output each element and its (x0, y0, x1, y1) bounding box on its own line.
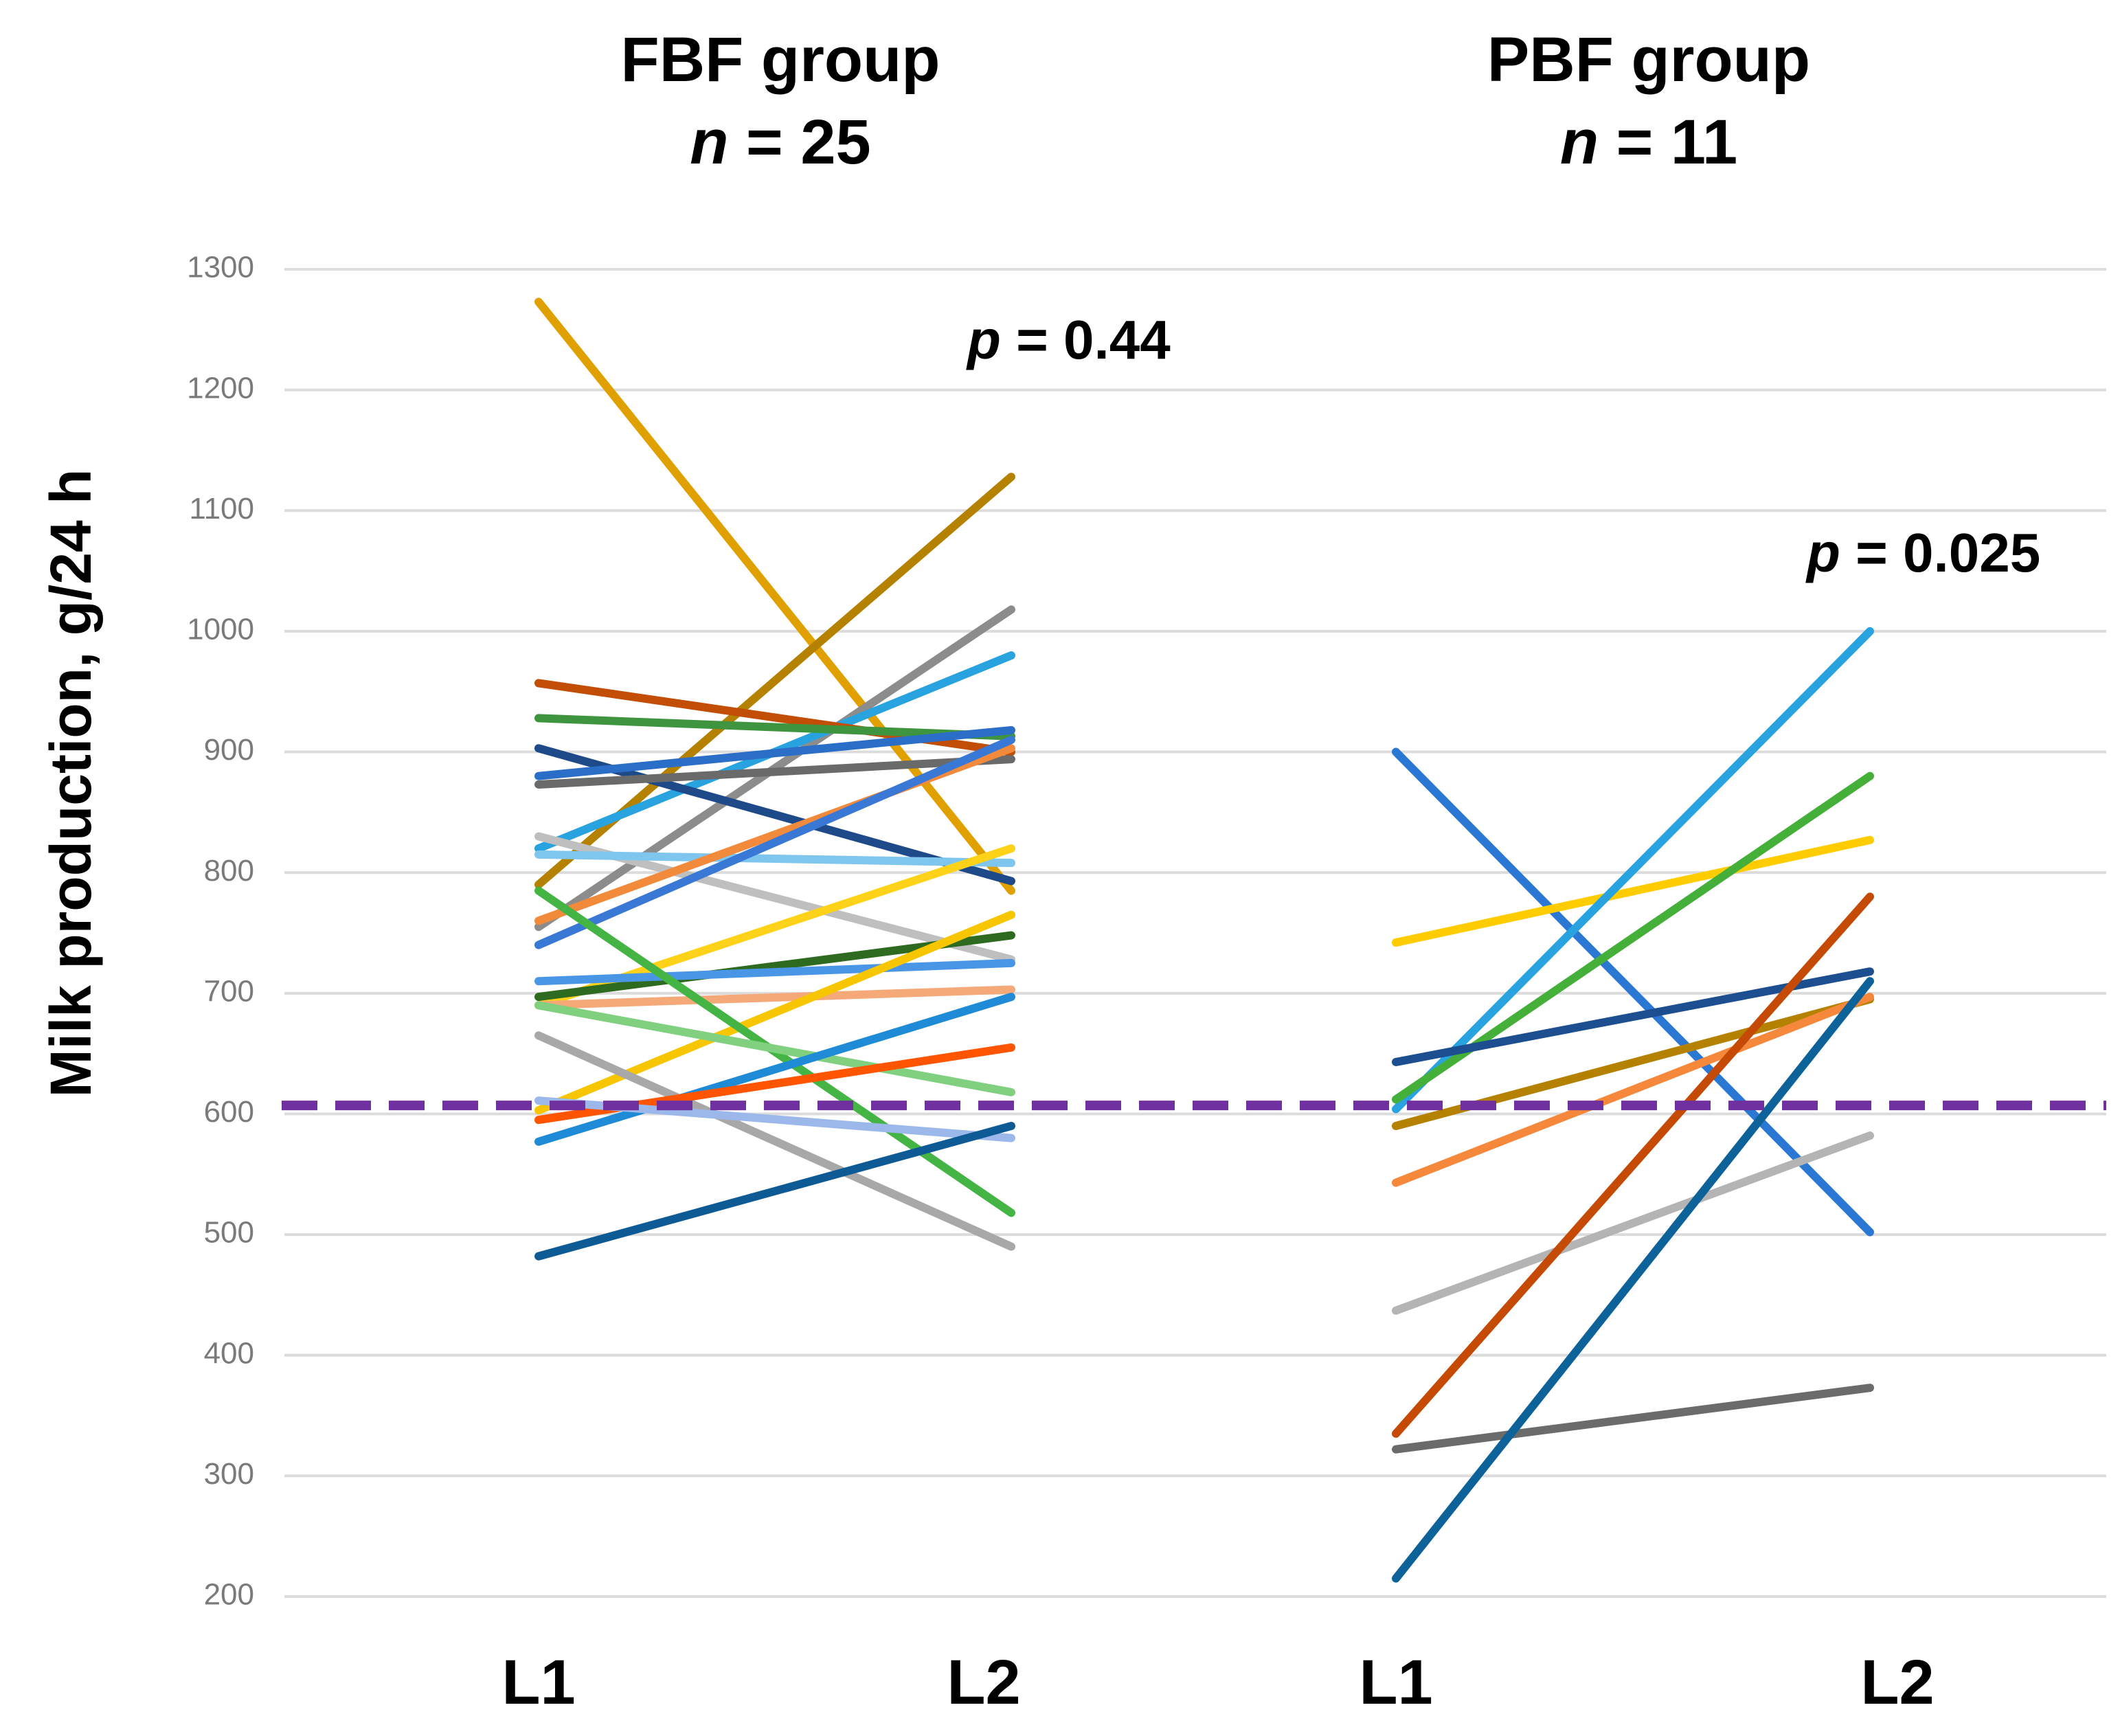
pbf-series-line-3 (1392, 627, 1874, 1114)
y-tick-1100: 1100 (189, 492, 254, 526)
pbf-series-line-7 (1392, 993, 1874, 1187)
fbf-series-line-22 (534, 993, 1015, 1146)
fbf-p-text: = 0.44 (1001, 309, 1171, 370)
fbf-series-line-11 (534, 850, 1015, 868)
fbf-series-line-16 (534, 958, 1015, 986)
pbf-series-line-9 (1392, 892, 1874, 1438)
fbf-series-line-13 (534, 735, 1015, 949)
y-tick-1300: 1300 (187, 251, 254, 284)
fbf-n-symbol: n (690, 107, 728, 177)
y-tick-1200: 1200 (187, 371, 254, 405)
fbf-n-value: = 25 (729, 107, 871, 177)
fbf-group-n: n = 25 (690, 107, 870, 177)
y-tick-700: 700 (204, 974, 254, 1008)
fbf-series-line-20 (534, 1001, 1015, 1096)
fbf-series-line-18 (534, 910, 1015, 1115)
fbf-series-line-8 (534, 725, 1015, 780)
pbf-series-line-8 (1392, 1131, 1874, 1315)
y-tick-800: 800 (204, 854, 254, 888)
pbf-p-value: p = 0.025 (1805, 522, 2040, 583)
y-tick-900: 900 (204, 733, 254, 767)
pbf-series-line-1 (1392, 747, 1874, 1237)
fbf-p-value: p = 0.44 (966, 309, 1171, 370)
y-axis-label: Milk production, g/24 h (38, 469, 103, 1098)
pbf-p-symbol: p (1805, 522, 1840, 583)
fbf-series-line-6 (534, 714, 1015, 741)
pbf-n-symbol: n (1560, 107, 1599, 177)
fbf-x-label-l2: L2 (947, 1647, 1020, 1717)
pbf-series-line-11 (1392, 977, 1874, 1583)
fbf-group-title: FBF group (621, 25, 940, 95)
pbf-n-value: = 11 (1599, 107, 1737, 177)
pbf-x-label-l1: L1 (1359, 1647, 1432, 1717)
fbf-x-label-l1: L1 (501, 1647, 575, 1717)
y-tick-1000: 1000 (187, 613, 254, 646)
pbf-group-title: PBF group (1487, 25, 1810, 95)
y-tick-600: 600 (204, 1095, 254, 1129)
pbf-p-text: = 0.025 (1840, 522, 2040, 583)
y-tick-labels: 200 300 400 500 600 700 800 900 1000 1100 1200 1300 (187, 251, 254, 1612)
y-tick-300: 300 (204, 1457, 254, 1491)
fbf-series-line-9 (534, 755, 1015, 789)
pbf-series-line-2 (1392, 835, 1874, 947)
fbf-series-line-17 (534, 985, 1015, 1010)
data-lines (534, 297, 1874, 1583)
y-tick-200: 200 (204, 1578, 254, 1612)
y-tick-400: 400 (204, 1336, 254, 1370)
y-tick-500: 500 (204, 1216, 254, 1250)
fbf-p-symbol: p (966, 309, 1001, 370)
pbf-series-line-10 (1392, 1384, 1874, 1454)
pbf-x-label-l2: L2 (1860, 1647, 1934, 1717)
fbf-series-line-21 (534, 1031, 1015, 1251)
fbf-series-line-25 (534, 1122, 1015, 1261)
pbf-group-n: n = 11 (1560, 107, 1737, 177)
fbf-series-line-1 (534, 297, 1015, 895)
